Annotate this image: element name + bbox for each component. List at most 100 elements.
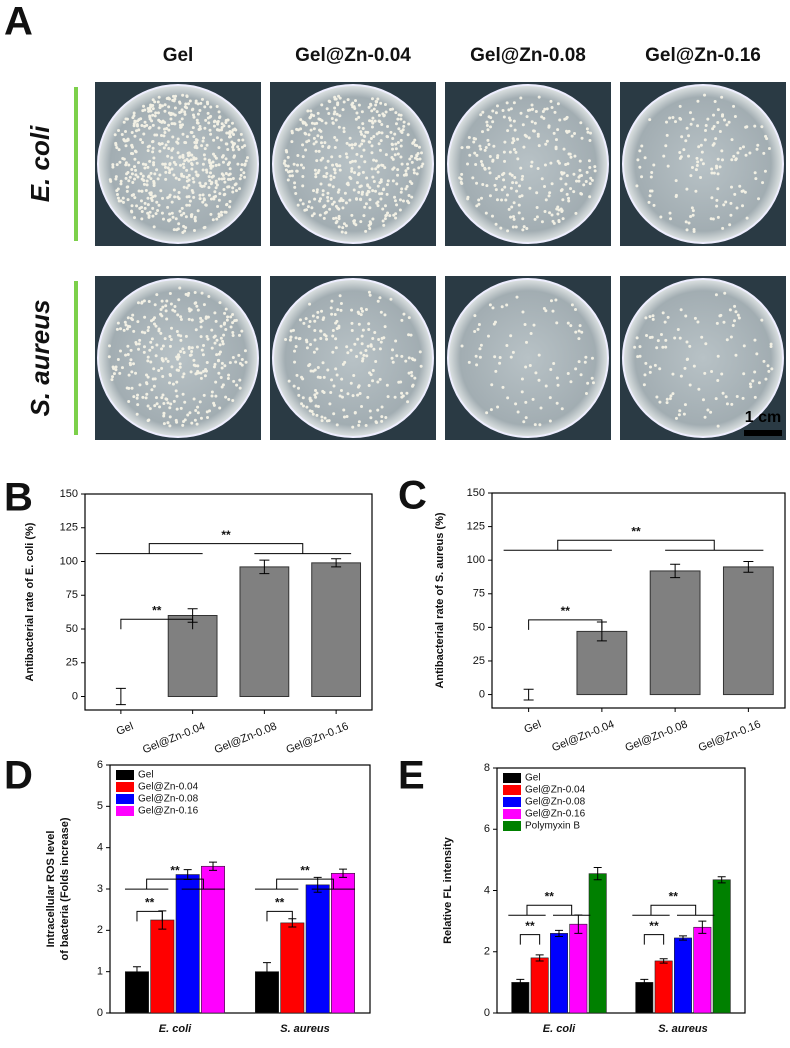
colony	[210, 346, 214, 350]
colony	[555, 321, 559, 325]
colony	[760, 125, 764, 129]
colony	[332, 412, 336, 416]
colony	[220, 122, 224, 126]
y-axis-label: of bacteria (Folds increase)	[59, 817, 71, 960]
colony	[370, 144, 374, 148]
colony	[333, 97, 337, 101]
colony	[656, 339, 660, 343]
colony	[319, 329, 323, 333]
colony	[182, 211, 186, 215]
colony	[491, 120, 495, 124]
colony	[510, 173, 514, 177]
colony	[126, 198, 130, 202]
colony	[144, 163, 148, 167]
colony	[229, 315, 233, 319]
colony	[376, 97, 380, 101]
colony	[344, 201, 348, 205]
colony	[361, 127, 365, 131]
bar	[311, 562, 362, 697]
colony	[344, 231, 348, 235]
colony	[506, 396, 510, 400]
colony	[572, 172, 576, 176]
colony	[306, 205, 310, 209]
colony	[404, 187, 408, 191]
colony	[203, 157, 207, 161]
colony	[237, 333, 241, 337]
colony	[166, 154, 170, 158]
colony	[511, 137, 515, 141]
colony	[486, 138, 490, 142]
colony	[537, 378, 541, 382]
colony	[532, 129, 536, 133]
colony	[378, 192, 382, 196]
legend-swatch	[503, 773, 521, 783]
colony	[398, 208, 402, 212]
colony	[162, 422, 166, 426]
colony	[638, 165, 642, 169]
colony	[174, 217, 178, 221]
colony	[694, 168, 698, 172]
colony	[296, 203, 300, 207]
colony	[520, 377, 524, 381]
colony	[721, 226, 725, 230]
colony	[488, 171, 492, 175]
colony	[144, 396, 148, 400]
colony	[177, 298, 181, 302]
colony	[348, 198, 352, 202]
colony	[234, 360, 238, 364]
colony	[160, 211, 164, 215]
colony	[303, 208, 307, 212]
colony	[554, 298, 558, 302]
colony	[332, 216, 336, 220]
colony	[322, 205, 326, 209]
colony	[196, 405, 200, 409]
colony	[175, 380, 179, 384]
colony	[194, 170, 198, 174]
colony	[198, 400, 202, 404]
colony	[516, 410, 520, 414]
colony	[732, 104, 736, 108]
colony	[149, 105, 153, 109]
colony	[166, 359, 170, 363]
colony	[685, 358, 689, 362]
colony	[225, 318, 229, 322]
colony	[181, 155, 185, 159]
colony	[187, 173, 191, 177]
colony	[133, 157, 137, 161]
colony	[399, 190, 403, 194]
colony	[658, 367, 662, 371]
colony	[301, 202, 305, 206]
colony	[658, 400, 662, 404]
colony	[213, 311, 217, 315]
colony	[342, 415, 346, 419]
colony	[540, 115, 544, 119]
colony	[196, 209, 200, 213]
colony	[202, 303, 206, 307]
colony	[153, 100, 157, 104]
colony	[345, 415, 349, 419]
colony	[491, 109, 495, 113]
petri-dish	[447, 84, 609, 244]
colony	[574, 330, 578, 334]
colony	[522, 225, 526, 229]
colony	[150, 388, 154, 392]
colony	[221, 339, 225, 343]
colony	[523, 133, 527, 137]
colony	[474, 354, 478, 358]
colony	[342, 100, 346, 104]
colony	[309, 342, 313, 346]
colony	[351, 159, 355, 163]
colony	[305, 140, 309, 144]
colony	[170, 122, 174, 126]
colony	[239, 132, 243, 136]
colony	[162, 146, 166, 150]
colony	[163, 103, 167, 107]
colony	[331, 334, 335, 338]
colony	[735, 394, 739, 398]
colony	[766, 364, 770, 368]
sig-label: **	[669, 889, 679, 903]
colony	[366, 395, 370, 399]
colony	[157, 327, 161, 331]
sig-bracket	[254, 878, 356, 890]
colony	[723, 118, 727, 122]
